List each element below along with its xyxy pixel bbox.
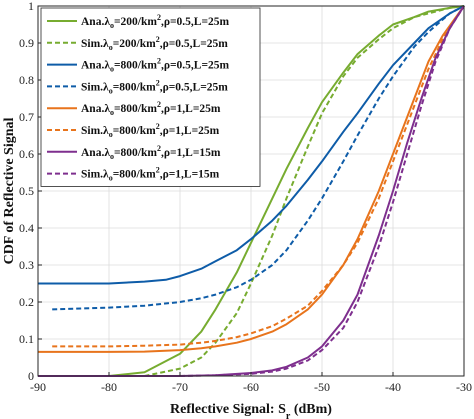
legend-box (40, 7, 261, 187)
y-tick-label: 0.7 (19, 110, 34, 124)
x-tick-label: -50 (314, 380, 330, 394)
series-line-6 (52, 5, 465, 348)
y-tick-label: 1 (28, 0, 34, 13)
x-axis-label-main: Reflective Signal: S (170, 402, 286, 417)
series-lines (38, 5, 465, 377)
x-tick-label: -70 (172, 380, 188, 394)
series-line-5 (38, 5, 465, 353)
y-tick-label: 0.4 (19, 221, 34, 235)
y-tick-label: 0.2 (19, 295, 34, 309)
x-tick-label: -90 (30, 380, 46, 394)
y-tick-label: 0.6 (19, 147, 34, 161)
legend-label-2: Sim.λo=200/km2,ρ=0.5,L=25m (81, 35, 228, 52)
y-axis-label: CDF of Reflective Signal (2, 117, 17, 264)
x-tick-label: -80 (101, 380, 117, 394)
series-line-7 (38, 5, 465, 377)
legend: Ana.λo=200/km2,ρ=0.5,L=25m Sim.λo=200/km2… (40, 7, 261, 187)
legend-label-3: Ana.λo=800/km2,ρ=0.5,L=25m (81, 57, 230, 74)
y-tick-label: 0 (28, 369, 34, 383)
series-line-4 (52, 5, 465, 311)
y-tick-label: 0.5 (19, 184, 34, 198)
x-axis-label-unit: (dBm) (290, 402, 332, 417)
legend-label-8: Sim.λo=800/km2,ρ=1,L=15m (81, 166, 220, 183)
y-tick-label: 0.1 (19, 332, 34, 346)
legend-label-6: Sim.λo=800/km2,ρ=1,L=25m (81, 122, 220, 139)
x-tick-label: -60 (243, 380, 259, 394)
y-tick-label: 0.8 (19, 73, 34, 87)
legend-label-7: Ana.λo=800/km2,ρ=1,L=15m (81, 144, 221, 161)
y-tick-label: 0.9 (19, 36, 34, 50)
x-tick-label: -30 (456, 380, 472, 394)
series-line-2 (144, 5, 465, 377)
x-tick-label: -40 (385, 380, 401, 394)
legend-label-1: Ana.λo=200/km2,ρ=0.5,L=25m (81, 13, 230, 30)
series-line-8 (179, 5, 465, 377)
series-line-3 (38, 5, 465, 285)
legend-label-4: Sim.λo=800/km2,ρ=0.5,L=25m (81, 78, 228, 95)
tick-labels: -90 -80 -70 -60 -50 -40 -30 0 0.1 0.2 0.3 0.4 0.5 0.6… (19, 0, 472, 394)
x-axis-label-sub: r (286, 411, 291, 419)
legend-label-5: Ana.λo=800/km2,ρ=1,L=25m (81, 100, 221, 117)
x-axis-label: Reflective Signal: Sr (dBm) (170, 402, 332, 419)
y-tick-label: 0.3 (19, 258, 34, 272)
